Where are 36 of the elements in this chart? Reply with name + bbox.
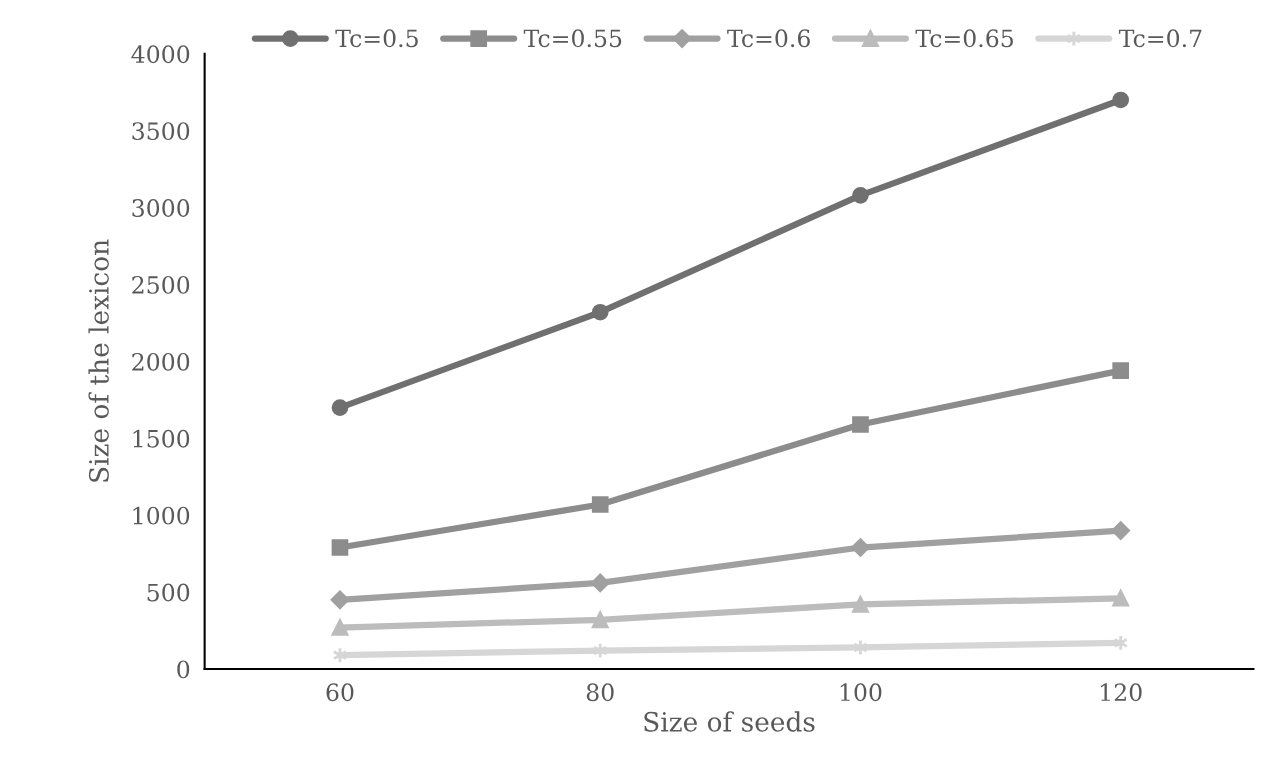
point — [331, 619, 349, 636]
y-tick-label: 2500 — [132, 275, 190, 294]
x-tick-label: 120 — [1101, 683, 1142, 702]
point — [591, 611, 609, 629]
x-axis-title: Size of seeds — [644, 711, 815, 732]
point — [591, 496, 609, 513]
x-tick-label: 60 — [326, 683, 354, 702]
point — [331, 399, 349, 416]
y-tick-label: 2000 — [132, 352, 190, 371]
legend-label: Tc=0.65 — [915, 29, 1013, 48]
x-tick-label: 80 — [586, 683, 614, 702]
y-tick-label: 3500 — [132, 122, 190, 141]
point — [851, 538, 870, 557]
point — [330, 590, 350, 610]
x-tick-label: 100 — [840, 683, 882, 702]
y-tick-label: 3000 — [132, 199, 190, 217]
point — [852, 186, 869, 204]
legend-label: Tc=0.55 — [523, 29, 622, 48]
point — [852, 416, 869, 433]
point — [1112, 362, 1130, 379]
legend-label: Tc=0.7 — [1118, 29, 1202, 48]
point — [1111, 521, 1130, 540]
legend-label: Tc=0.5 — [335, 29, 418, 48]
y-axis-title: Size of the lexicon — [88, 239, 109, 482]
point — [852, 596, 869, 613]
y-tick-label: 1000 — [133, 506, 190, 525]
y-tick-label: 4000 — [131, 45, 190, 64]
point — [1112, 589, 1130, 607]
y-tick-label: 500 — [147, 583, 190, 602]
y-tick-label: 0 — [177, 660, 190, 679]
legend-label: Tc=0.6 — [727, 29, 810, 48]
point — [590, 573, 610, 593]
point — [1112, 91, 1130, 109]
point — [331, 539, 349, 556]
point — [591, 303, 609, 321]
y-tick-label: 1500 — [133, 429, 190, 448]
